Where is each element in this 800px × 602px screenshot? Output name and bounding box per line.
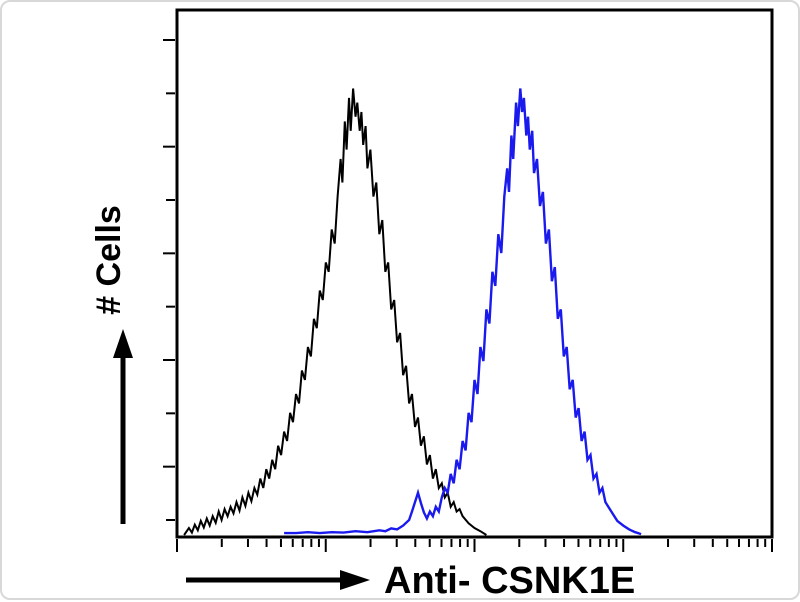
curve-control-unstained — [183, 88, 487, 536]
curve-anti-CSNK1E-stained — [284, 88, 642, 536]
histogram-curves-group — [183, 88, 642, 536]
x-axis-arrow-head — [340, 570, 370, 590]
y-axis-label: # Cells — [90, 205, 128, 315]
y-axis-arrow-icon — [113, 329, 133, 524]
axis-ticks-group — [163, 39, 773, 552]
y-axis-arrow-head — [113, 329, 133, 358]
plot-frame — [175, 8, 774, 539]
plot-frame-group — [175, 8, 774, 539]
x-axis-arrow-icon — [186, 570, 370, 590]
x-axis-label: Anti- CSNK1E — [384, 560, 635, 602]
